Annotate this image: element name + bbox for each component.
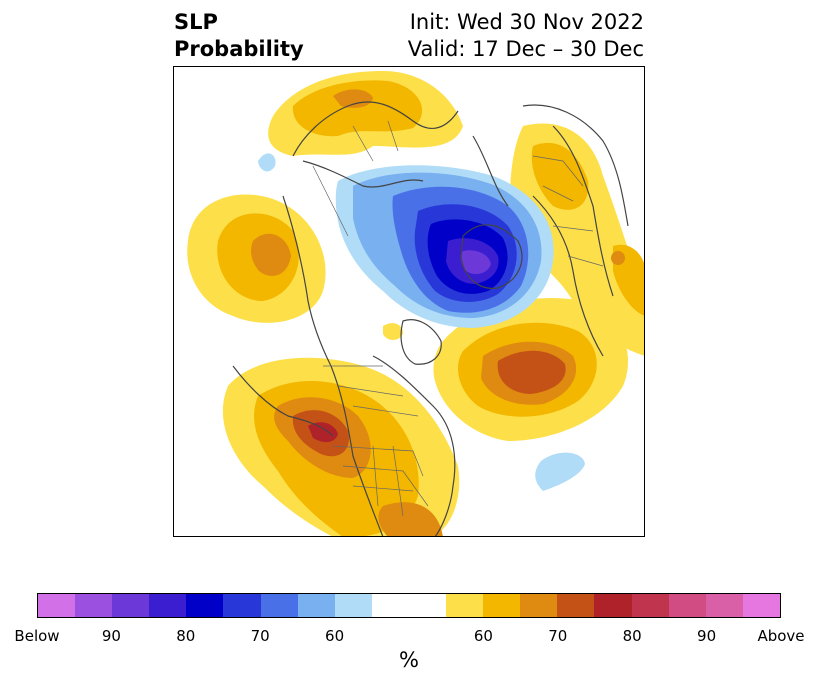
- polar-map-svg: [173, 66, 645, 537]
- colorbar-swatch: [631, 594, 669, 617]
- forecast-dates: Init: Wed 30 Nov 2022 Valid: 17 Dec – 30…: [408, 9, 644, 63]
- colorbar-tick-label: 80: [622, 627, 642, 645]
- title-line-2: Probability: [174, 37, 304, 61]
- valid-date-range: Valid: 17 Dec – 30 Dec: [407, 37, 644, 61]
- colorbar-tick-label: 60: [473, 627, 493, 645]
- coastlines: [232, 101, 629, 537]
- colorbar-swatch: [223, 594, 261, 617]
- colorbar-swatch: [38, 594, 76, 617]
- colorbar-tick-label: 90: [101, 627, 121, 645]
- title-line-1: SLP: [174, 10, 218, 34]
- colorbar-tick-label: 70: [548, 627, 568, 645]
- map-border: [173, 66, 645, 537]
- colorbar-swatch: [668, 594, 706, 617]
- colorbar-swatch: [557, 594, 595, 617]
- colorbar-swatch: [594, 594, 632, 617]
- probability-map: [173, 66, 645, 537]
- colorbar-swatch: [149, 594, 187, 617]
- colorbar-swatch: [371, 594, 409, 617]
- map-title: SLP Probability: [174, 9, 304, 63]
- colorbar-swatch: [446, 594, 484, 617]
- colorbar-tick-label: 60: [325, 627, 345, 645]
- colorbar-swatch: [297, 594, 335, 617]
- colorbar-swatch: [705, 594, 743, 617]
- init-date: Init: Wed 30 Nov 2022: [409, 10, 644, 34]
- pacific-above-anomaly: [187, 153, 326, 323]
- colorbar-swatch: [75, 594, 113, 617]
- atlantic-above-anomaly: [433, 297, 629, 491]
- colorbar-tick-label: Above: [757, 627, 805, 645]
- colorbar-swatch: [742, 594, 780, 617]
- europe-above-anomaly: [268, 71, 463, 156]
- colorbar-swatch: [408, 594, 447, 617]
- colorbar-tick-label: 90: [697, 627, 717, 645]
- colorbar-swatch: [334, 594, 372, 617]
- colorbar-tick-label: 80: [176, 627, 196, 645]
- colorbar-swatch: [186, 594, 224, 617]
- probability-colorbar: [37, 593, 781, 618]
- colorbar-swatch: [520, 594, 558, 617]
- colorbar-swatch: [112, 594, 150, 617]
- colorbar-swatch: [260, 594, 298, 617]
- colorbar-unit-label: %: [399, 648, 419, 672]
- asia-above-anomaly: [510, 123, 645, 356]
- political-borders: [312, 120, 604, 517]
- colorbar-swatch: [483, 594, 521, 617]
- colorbar-tick-label: Below: [14, 627, 60, 645]
- greenland-above-anomaly: [383, 323, 403, 340]
- colorbar-tick-label: 70: [250, 627, 270, 645]
